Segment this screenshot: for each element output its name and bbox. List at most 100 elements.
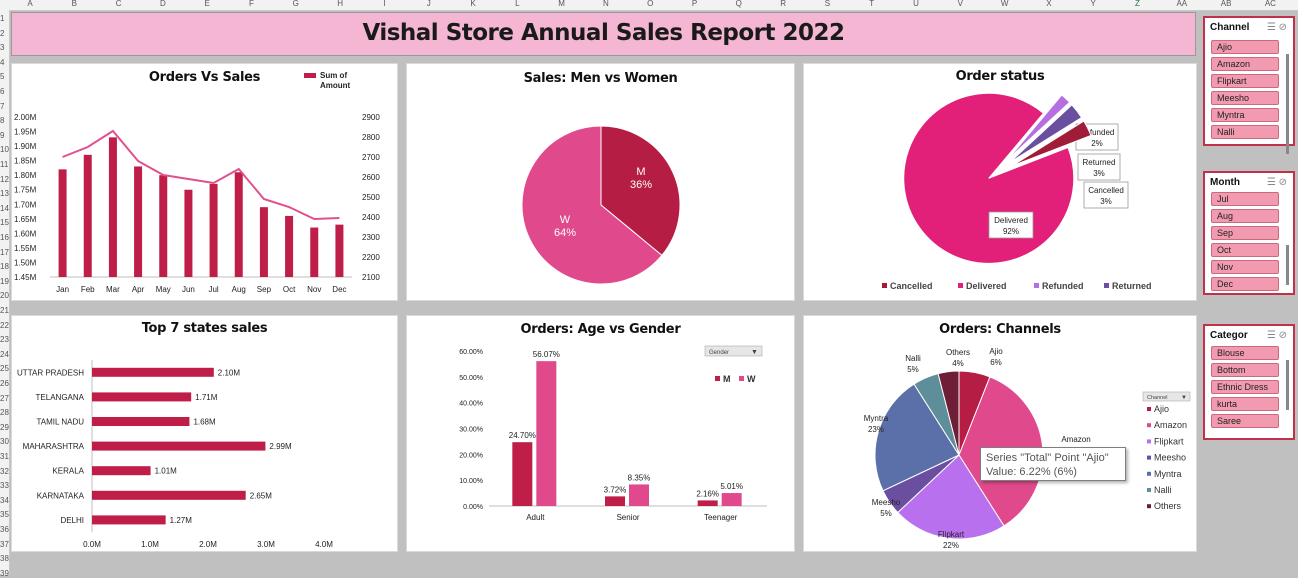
order-status-chart[interactable]: Order status Refunded 2% Returned 3% Cancell…	[803, 63, 1197, 301]
slicer-item[interactable]: Nov	[1211, 260, 1279, 274]
row-header[interactable]: 28	[0, 408, 9, 418]
row-header[interactable]: 15	[0, 218, 9, 228]
row-header[interactable]: 8	[0, 116, 5, 126]
row-header[interactable]: 25	[0, 364, 9, 374]
multi-select-icon[interactable]: ☰ ⊘	[1266, 177, 1287, 188]
column-header[interactable]: C	[115, 0, 122, 8]
column-header[interactable]: T	[869, 0, 875, 8]
column-header[interactable]: R	[780, 0, 786, 8]
column-header[interactable]: Z	[1135, 0, 1140, 8]
top-states-chart[interactable]: Top 7 states sales UTTAR PRADESH 2.10M TEL…	[11, 315, 398, 552]
row-header[interactable]: 36	[0, 525, 9, 534]
slicer-item[interactable]: Dec	[1211, 277, 1279, 291]
age-vs-gender-chart[interactable]: Orders: Age vs Gender 0.00% 10.00% 20.00% 3…	[406, 315, 795, 552]
slicer-item[interactable]: Oct	[1211, 243, 1279, 257]
slicer-item[interactable]: Sep	[1211, 226, 1279, 240]
row-header[interactable]: 27	[0, 393, 9, 403]
row-header[interactable]: 9	[0, 130, 5, 140]
column-header[interactable]: AC	[1264, 0, 1276, 8]
column-header[interactable]: N	[603, 0, 609, 8]
row-header[interactable]: 32	[0, 466, 9, 476]
channel-slicer[interactable]: Channel ☰ ⊘ Ajio Amazon Flipkart Meesho Mynt…	[1203, 16, 1295, 154]
row-header[interactable]: 5	[0, 72, 5, 82]
sales-men-vs-women-chart[interactable]: Sales: Men vs Women M 36% W 64%	[406, 63, 795, 301]
column-header[interactable]: AA	[1176, 0, 1188, 8]
column-header[interactable]: G	[292, 0, 299, 8]
row-header[interactable]: 24	[0, 349, 9, 359]
row-header[interactable]: 2	[0, 28, 5, 38]
column-header[interactable]: D	[160, 0, 166, 8]
row-header[interactable]: 1	[0, 14, 5, 23]
row-header[interactable]: 4	[0, 57, 5, 67]
orders-vs-sales-chart[interactable]: Orders Vs Sales 1.45M 1.50M 1.55M 1.60M 1.65…	[11, 63, 398, 301]
row-header[interactable]: 12	[0, 174, 9, 184]
row-header[interactable]: 3	[0, 43, 5, 53]
row-header[interactable]: 22	[0, 320, 9, 330]
row-header[interactable]: 33	[0, 481, 9, 491]
column-header[interactable]: K	[470, 0, 476, 8]
row-header[interactable]: 38	[0, 554, 9, 564]
column-header[interactable]: S	[824, 0, 831, 8]
multi-select-icon[interactable]: ☰ ⊘	[1266, 22, 1287, 33]
column-header[interactable]: AB	[1220, 0, 1232, 8]
row-header[interactable]: 14	[0, 203, 9, 213]
column-header[interactable]: O	[647, 0, 654, 8]
column-header[interactable]: L	[515, 0, 520, 8]
row-header[interactable]: 35	[0, 510, 9, 520]
row-header[interactable]: 17	[0, 247, 9, 257]
row-header[interactable]: 37	[0, 539, 9, 549]
row-header[interactable]: 16	[0, 233, 9, 242]
slicer-item[interactable]: Flipkart	[1211, 74, 1279, 88]
column-header[interactable]: X	[1046, 0, 1052, 8]
column-header[interactable]: E	[204, 0, 210, 8]
column-header[interactable]: A	[27, 0, 33, 8]
row-header[interactable]: 6	[0, 87, 5, 96]
month-slicer[interactable]: Month ☰ ⊘ Jul Aug Sep Oct Nov Dec	[1203, 171, 1295, 295]
row-header[interactable]: 11	[0, 160, 9, 169]
column-header[interactable]: J	[426, 0, 431, 8]
row-header[interactable]: 7	[0, 101, 5, 111]
slicer-item[interactable]: Ethnic Dress	[1211, 380, 1279, 394]
column-header[interactable]: F	[249, 0, 254, 8]
column-header[interactable]: M	[558, 0, 565, 8]
row-header[interactable]: 26	[0, 379, 9, 388]
column-header[interactable]: B	[71, 0, 77, 8]
row-header[interactable]: 29	[0, 422, 9, 432]
slicer-item[interactable]: Amazon	[1211, 57, 1279, 71]
slicer-scrollbar[interactable]	[1286, 245, 1289, 285]
slicer-item[interactable]: Saree	[1211, 414, 1279, 428]
row-header[interactable]: 31	[0, 452, 9, 461]
slicer-item[interactable]: Aug	[1211, 209, 1279, 223]
orders-channels-chart[interactable]: Orders: Channels Ajio 6% Amazon Flipkart 22%…	[803, 315, 1197, 552]
column-header[interactable]: H	[337, 0, 343, 8]
slicer-scrollbar[interactable]	[1286, 54, 1289, 154]
slicer-item[interactable]: Meesho	[1211, 91, 1279, 105]
row-header[interactable]: 10	[0, 145, 9, 155]
slicer-item[interactable]: Nalli	[1211, 125, 1279, 139]
slicer-item[interactable]: Jul	[1211, 192, 1279, 206]
slicer-item[interactable]: Myntra	[1211, 108, 1279, 122]
slicer-scrollbar[interactable]	[1286, 360, 1289, 410]
column-header[interactable]: W	[1000, 0, 1009, 8]
column-header[interactable]: P	[691, 0, 698, 8]
row-header[interactable]: 30	[0, 437, 9, 447]
row-header[interactable]: 19	[0, 276, 9, 286]
slicer-item[interactable]: Ajio	[1211, 40, 1279, 54]
column-header[interactable]: I	[383, 0, 386, 8]
row-header[interactable]: 21	[0, 306, 9, 315]
row-header[interactable]: 34	[0, 495, 9, 505]
slicer-item[interactable]: Bottom	[1211, 363, 1279, 377]
column-header[interactable]: Q	[735, 0, 742, 8]
column-header[interactable]: V	[957, 0, 963, 8]
row-header[interactable]: 39	[0, 568, 9, 578]
row-header[interactable]: 20	[0, 291, 9, 301]
row-header[interactable]: 23	[0, 335, 9, 345]
row-header[interactable]: 13	[0, 189, 9, 199]
column-header[interactable]: Y	[1090, 0, 1096, 8]
multi-select-icon[interactable]: ☰ ⊘	[1266, 330, 1287, 341]
slicer-item[interactable]: kurta	[1211, 397, 1279, 411]
row-header[interactable]: 18	[0, 262, 9, 272]
category-slicer[interactable]: Categor ☰ ⊘ Blouse Bottom Ethnic Dress kurt…	[1203, 324, 1295, 440]
column-header[interactable]: U	[913, 0, 919, 8]
slicer-item[interactable]: Blouse	[1211, 346, 1279, 360]
